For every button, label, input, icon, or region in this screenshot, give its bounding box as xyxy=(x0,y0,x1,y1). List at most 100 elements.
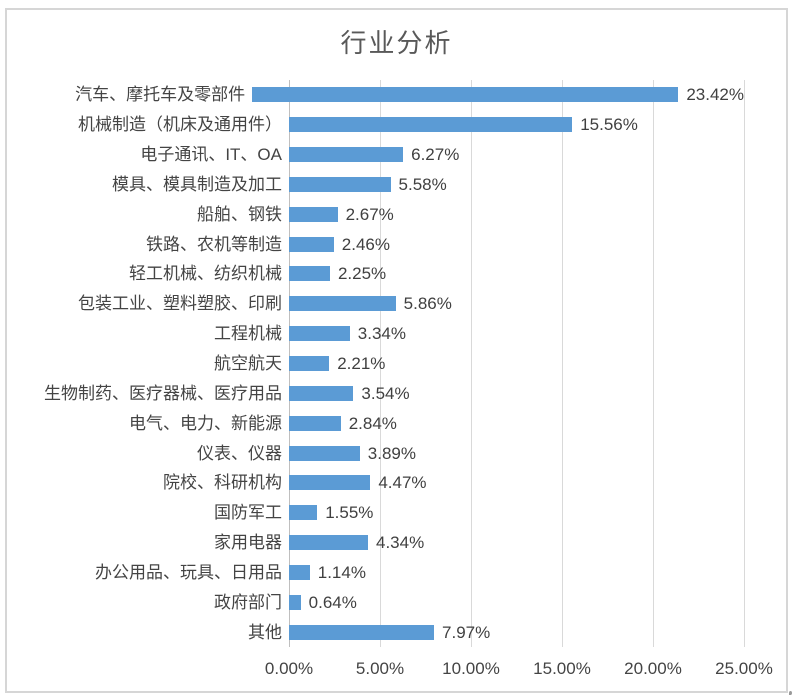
category-label: 航空航天 xyxy=(214,354,282,374)
chart-title: 行业分析 xyxy=(340,28,453,58)
table-row: 国防军工 1.55% xyxy=(7,498,744,528)
value-label: 3.54% xyxy=(361,383,410,403)
value-label: 1.14% xyxy=(317,562,366,582)
bar[interactable] xyxy=(289,475,371,491)
x-tick-label: 5.00% xyxy=(355,659,405,678)
x-tick-label: 10.00% xyxy=(442,659,500,678)
gridline xyxy=(653,80,654,647)
value-label: 3.34% xyxy=(357,324,406,344)
value-label: 1.55% xyxy=(325,503,374,523)
value-label: 2.25% xyxy=(337,264,387,284)
category-label: 电气、电力、新能源 xyxy=(129,413,282,433)
category-label: 政府部门 xyxy=(214,592,282,612)
gridline xyxy=(562,80,563,647)
category-label: 其他 xyxy=(248,622,282,642)
category-label: 院校、科研机构 xyxy=(163,473,282,493)
bar-track: 4.34% xyxy=(289,534,744,551)
bar[interactable] xyxy=(252,87,679,103)
category-label: 轻工机械、纺织机械 xyxy=(129,264,282,284)
value-label: 15.56% xyxy=(580,115,638,135)
value-label: 2.67% xyxy=(345,204,394,224)
category-label: 国防军工 xyxy=(214,503,282,523)
value-label: 23.42% xyxy=(686,85,744,105)
bar[interactable] xyxy=(289,564,310,580)
category-label: 包装工业、塑料塑胶、印刷 xyxy=(78,294,282,314)
table-row: 办公用品、玩具、日用品 1.14% xyxy=(7,558,744,588)
x-tick-label: 0.00% xyxy=(264,659,314,678)
bar[interactable] xyxy=(289,356,330,372)
value-label: 2.46% xyxy=(341,234,390,254)
category-label: 生物制药、医疗器械、医疗用品 xyxy=(44,383,282,403)
bar-track: 3.54% xyxy=(289,383,744,403)
table-row: 家用电器 4.34% xyxy=(7,528,744,558)
category-label: 汽车、摩托车及零部件 xyxy=(75,85,246,105)
bar-track: 3.89% xyxy=(289,443,744,463)
category-label: 仪表、仪器 xyxy=(197,443,282,463)
table-row: 机械制造（机床及通用件） 15.56% xyxy=(7,110,744,140)
table-row: 汽车、摩托车及零部件 23.42% xyxy=(7,80,744,110)
bar[interactable] xyxy=(289,624,435,640)
table-row: 工程机械 3.34% xyxy=(7,319,744,349)
bar-track: 7.97% xyxy=(289,624,744,641)
bar-track: 5.86% xyxy=(289,295,744,312)
bar[interactable] xyxy=(289,206,338,222)
bar[interactable] xyxy=(289,535,368,551)
table-row: 院校、科研机构 4.47% xyxy=(7,468,744,498)
value-label: 0.64% xyxy=(308,592,357,612)
stray-mark xyxy=(789,691,792,695)
category-label: 船舶、钢铁 xyxy=(197,204,282,224)
table-row: 电子通讯、IT、OA 6.27% xyxy=(7,140,744,170)
table-row: 船舶、钢铁 2.67% xyxy=(7,199,744,229)
bar-track: 2.84% xyxy=(289,415,744,432)
table-row: 生物制药、医疗器械、医疗用品 3.54% xyxy=(7,378,744,408)
bar-track: 2.67% xyxy=(289,204,744,224)
value-label: 4.47% xyxy=(378,473,427,493)
bar[interactable] xyxy=(289,266,330,282)
gridline xyxy=(744,80,745,647)
value-label: 2.21% xyxy=(337,354,386,374)
table-row: 模具、模具制造及加工 5.58% xyxy=(7,170,744,200)
gridline xyxy=(471,80,472,647)
x-tick-label: 25.00% xyxy=(715,659,773,678)
bar[interactable] xyxy=(289,594,301,610)
bar[interactable] xyxy=(289,117,573,133)
bar-rows: 汽车、摩托车及零部件 23.42% 机械制造（机床及通用件） 15.56% 电子… xyxy=(7,80,744,647)
bar-track: 23.42% xyxy=(252,85,744,105)
category-label: 铁路、农机等制造 xyxy=(146,234,282,254)
value-label: 5.58% xyxy=(398,174,447,194)
table-row: 电气、电力、新能源 2.84% xyxy=(7,408,744,438)
bar-track: 1.14% xyxy=(289,562,744,582)
bar-track: 2.21% xyxy=(289,354,744,374)
value-label: 3.89% xyxy=(367,443,416,463)
bar-track: 2.46% xyxy=(289,234,744,254)
bar[interactable] xyxy=(289,236,334,252)
bar-track: 6.27% xyxy=(289,146,744,163)
bar[interactable] xyxy=(289,505,318,521)
bar[interactable] xyxy=(289,385,354,401)
bar-track: 0.64% xyxy=(289,592,744,612)
bar[interactable] xyxy=(289,147,404,163)
category-label: 办公用品、玩具、日用品 xyxy=(95,562,282,582)
x-tick-label: 15.00% xyxy=(533,659,591,678)
x-tick-label: 20.00% xyxy=(624,659,682,678)
bar[interactable] xyxy=(289,326,350,342)
category-label: 工程机械 xyxy=(214,324,282,344)
category-label: 机械制造（机床及通用件） xyxy=(78,115,282,135)
category-label: 电子通讯、IT、OA xyxy=(140,145,282,165)
bar[interactable] xyxy=(289,415,341,431)
bar[interactable] xyxy=(289,445,360,461)
x-axis: 0.00% 5.00% 10.00% 15.00% 20.00% 25.00% xyxy=(265,653,773,681)
bar-track: 2.25% xyxy=(289,264,744,284)
category-label: 模具、模具制造及加工 xyxy=(112,174,282,194)
bar[interactable] xyxy=(289,176,391,192)
table-row: 政府部门 0.64% xyxy=(7,587,744,617)
table-row: 航空航天 2.21% xyxy=(7,349,744,379)
chart-frame: 行业分析 汽车、摩托车及零部件 23.42% 机械制造（机床及通用件） 15.5… xyxy=(5,8,788,693)
bar-track: 4.47% xyxy=(289,473,744,493)
category-label: 家用电器 xyxy=(214,533,282,553)
bar-track: 1.55% xyxy=(289,503,744,523)
bar[interactable] xyxy=(289,296,396,312)
table-row: 其他 7.97% xyxy=(7,617,744,647)
table-row: 轻工机械、纺织机械 2.25% xyxy=(7,259,744,289)
bar-track: 5.58% xyxy=(289,174,744,194)
